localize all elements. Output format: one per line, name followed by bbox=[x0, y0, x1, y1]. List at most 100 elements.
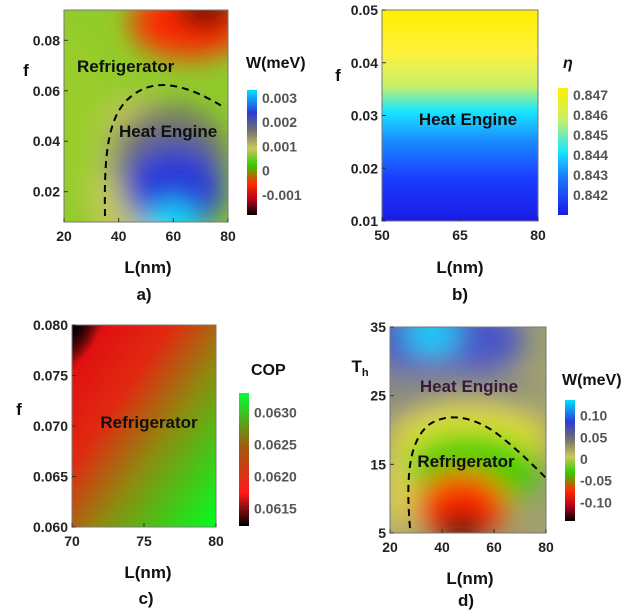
panel-a-heatmap bbox=[64, 10, 228, 222]
panel-a-y-tick-label: 0.02 bbox=[33, 184, 60, 200]
panel-d-boundary-dashed bbox=[407, 416, 547, 529]
panel-a-x-tick-label: 40 bbox=[111, 228, 127, 244]
panel-c-label: c) bbox=[138, 589, 153, 608]
panel-d-x-ticks: 20 40 60 80 bbox=[382, 529, 554, 555]
panel-b-colorbar-ticks: 0.847 0.846 0.845 0.844 0.843 0.842 bbox=[573, 87, 608, 203]
panel-c-y-tick-label: 0.080 bbox=[33, 317, 68, 333]
panel-a-y-ticks: 0.02 0.04 0.06 0.08 bbox=[33, 32, 68, 200]
panel-b-label: b) bbox=[452, 285, 468, 304]
panel-b-y-tick-label: 0.05 bbox=[351, 2, 378, 18]
panel-a-y-tick-label: 0.04 bbox=[33, 133, 60, 149]
panel-c-y-ticks: 0.060 0.065 0.070 0.075 0.080 bbox=[33, 317, 76, 535]
panel-c-dark-corner bbox=[72, 325, 216, 527]
panel-d-cyan-zone bbox=[404, 327, 460, 353]
panel-b-y-ticks: 0.01 0.02 0.03 0.04 0.05 bbox=[351, 2, 386, 229]
panel-c-colorbar bbox=[239, 393, 249, 526]
panel-b-colorbar-title: η bbox=[563, 55, 573, 72]
panel-d: Heat Engine Refrigerator 20 40 60 80 5 15 25 3… bbox=[351, 319, 622, 610]
panel-b-colorbar bbox=[558, 88, 568, 215]
panel-d-x-tick-label: 20 bbox=[382, 539, 398, 555]
panel-b-y-tick-label: 0.02 bbox=[351, 160, 378, 176]
panel-d-colorbar bbox=[565, 400, 575, 521]
panel-d-y-tick-label: 15 bbox=[370, 456, 386, 472]
panel-a-colorbar-title: W(meV) bbox=[246, 55, 306, 72]
panel-c-y-tick-label: 0.075 bbox=[33, 368, 68, 384]
panel-b-x-tick-label: 80 bbox=[530, 227, 546, 243]
panel-d-y-tick-label: 25 bbox=[370, 388, 386, 404]
panel-b: Heat Engine 50 65 80 0.010.020.030.040.05 … bbox=[335, 2, 608, 304]
panel-d-colorbar-tick-label: -0.05 bbox=[580, 473, 612, 489]
panel-b-colorbar-tick-label: 0.844 bbox=[573, 147, 608, 163]
panel-d-xlabel: L(nm) bbox=[446, 569, 493, 588]
panel-a-blobs bbox=[64, 10, 228, 222]
panel-a-ylabel: f bbox=[23, 61, 29, 80]
panel-a-blue-zone bbox=[125, 145, 225, 222]
panel-c-ylabel: f bbox=[16, 400, 22, 419]
panel-b-y-tick-label: 0.03 bbox=[351, 108, 378, 124]
panel-b-x-tick-label: 50 bbox=[374, 227, 390, 243]
panel-b-colorbar-tick-label: 0.846 bbox=[573, 107, 608, 123]
panel-a-colorbar-tick-label: 0.002 bbox=[262, 114, 297, 130]
panel-b-x-ticks: 50 65 80 bbox=[374, 217, 546, 243]
panel-c-colorbar-tick-label: 0.0615 bbox=[254, 500, 297, 516]
panel-d-ylabel: Th bbox=[351, 357, 368, 379]
panel-a-x-tick-label: 60 bbox=[166, 228, 182, 244]
panel-a-label: a) bbox=[136, 285, 151, 304]
panel-b-colorbar-tick-label: 0.845 bbox=[573, 127, 608, 143]
panel-a-colorbar-tick-label: 0 bbox=[262, 163, 270, 179]
panel-c-y-tick-label: 0.060 bbox=[33, 519, 68, 535]
panel-a-green-left bbox=[64, 20, 106, 200]
panel-c-x-ticks: 70 75 80 bbox=[64, 523, 224, 549]
panel-a-boundary-dashed bbox=[103, 84, 226, 217]
panel-c-colorbar-ticks: 0.0630 0.0625 0.0620 0.0615 bbox=[254, 405, 297, 517]
panel-a-cyan-zone bbox=[146, 203, 198, 222]
panel-a-y-tick-label: 0.08 bbox=[33, 32, 60, 48]
panel-a-dark-zone bbox=[175, 10, 228, 26]
panel-c-y-tick-label: 0.065 bbox=[33, 469, 68, 485]
panel-d-x-tick-label: 60 bbox=[486, 539, 502, 555]
panel-d-y-tick-label: 35 bbox=[370, 319, 386, 335]
panel-a-xlabel: L(nm) bbox=[124, 258, 171, 277]
panel-b-colorbar-tick-label: 0.843 bbox=[573, 167, 608, 183]
panel-a: Refrigerator Heat Engine 20 40 60 80 0.020.… bbox=[23, 9, 306, 304]
panel-d-frame bbox=[389, 326, 547, 534]
panel-d-label: d) bbox=[458, 591, 474, 610]
panel-a-x-ticks: 20 40 60 80 bbox=[56, 218, 236, 244]
panel-c-colorbar-tick-label: 0.0630 bbox=[254, 405, 297, 421]
panel-c-colorbar-tick-label: 0.0625 bbox=[254, 437, 297, 453]
panel-c-colorbar-tick-label: 0.0620 bbox=[254, 468, 297, 484]
panel-d-x-tick-label: 80 bbox=[538, 539, 554, 555]
panel-c-region-refrigerator: Refrigerator bbox=[100, 413, 198, 432]
panel-d-colorbar-ticks: 0.10 0.05 0 -0.05 -0.10 bbox=[580, 408, 612, 511]
panel-a-frame bbox=[63, 9, 229, 223]
panel-c-y-tick-label: 0.070 bbox=[33, 418, 68, 434]
panel-a-x-tick-label: 20 bbox=[56, 228, 72, 244]
panel-a-colorbar-ticks: 0.003 0.002 0.001 0 -0.001 bbox=[262, 90, 302, 203]
panel-d-colorbar-tick-label: 0 bbox=[580, 451, 588, 467]
panel-d-colorbar-tick-label: 0.05 bbox=[580, 429, 607, 445]
panel-b-y-tick-label: 0.04 bbox=[351, 55, 378, 71]
panel-c-x-tick-label: 80 bbox=[208, 533, 224, 549]
panel-d-red-zone bbox=[417, 471, 507, 533]
panel-c: Refrigerator 70 75 80 0.060 0.065 0.070 0.075… bbox=[16, 317, 297, 608]
panel-d-blobs bbox=[390, 327, 546, 533]
panel-d-heatmap bbox=[390, 327, 546, 533]
panel-a-y-tick-label: 0.06 bbox=[33, 83, 60, 99]
panel-b-heatmap bbox=[382, 10, 538, 221]
panel-c-colorbar-title: COP bbox=[251, 362, 286, 379]
panel-a-colorbar-tick-label: 0.003 bbox=[262, 90, 297, 106]
panel-a-x-tick-label: 80 bbox=[220, 228, 236, 244]
panel-d-region-heat-engine: Heat Engine bbox=[420, 377, 518, 396]
panel-d-x-tick-label: 40 bbox=[434, 539, 450, 555]
panel-c-x-tick-label: 75 bbox=[136, 533, 152, 549]
panel-d-colorbar-title: W(meV) bbox=[562, 372, 622, 389]
panel-d-yellow-left bbox=[390, 445, 412, 533]
panel-b-colorbar-tick-label: 0.847 bbox=[573, 87, 608, 103]
panel-b-ylabel: f bbox=[335, 66, 341, 85]
panel-d-dark-zone bbox=[440, 514, 484, 533]
panel-d-y-ticks: 5 15 25 35 bbox=[370, 319, 394, 541]
panel-b-y-tick-label: 0.01 bbox=[351, 213, 378, 229]
panel-b-region-heat-engine: Heat Engine bbox=[419, 110, 517, 129]
panel-b-colorbar-tick-label: 0.842 bbox=[573, 187, 608, 203]
